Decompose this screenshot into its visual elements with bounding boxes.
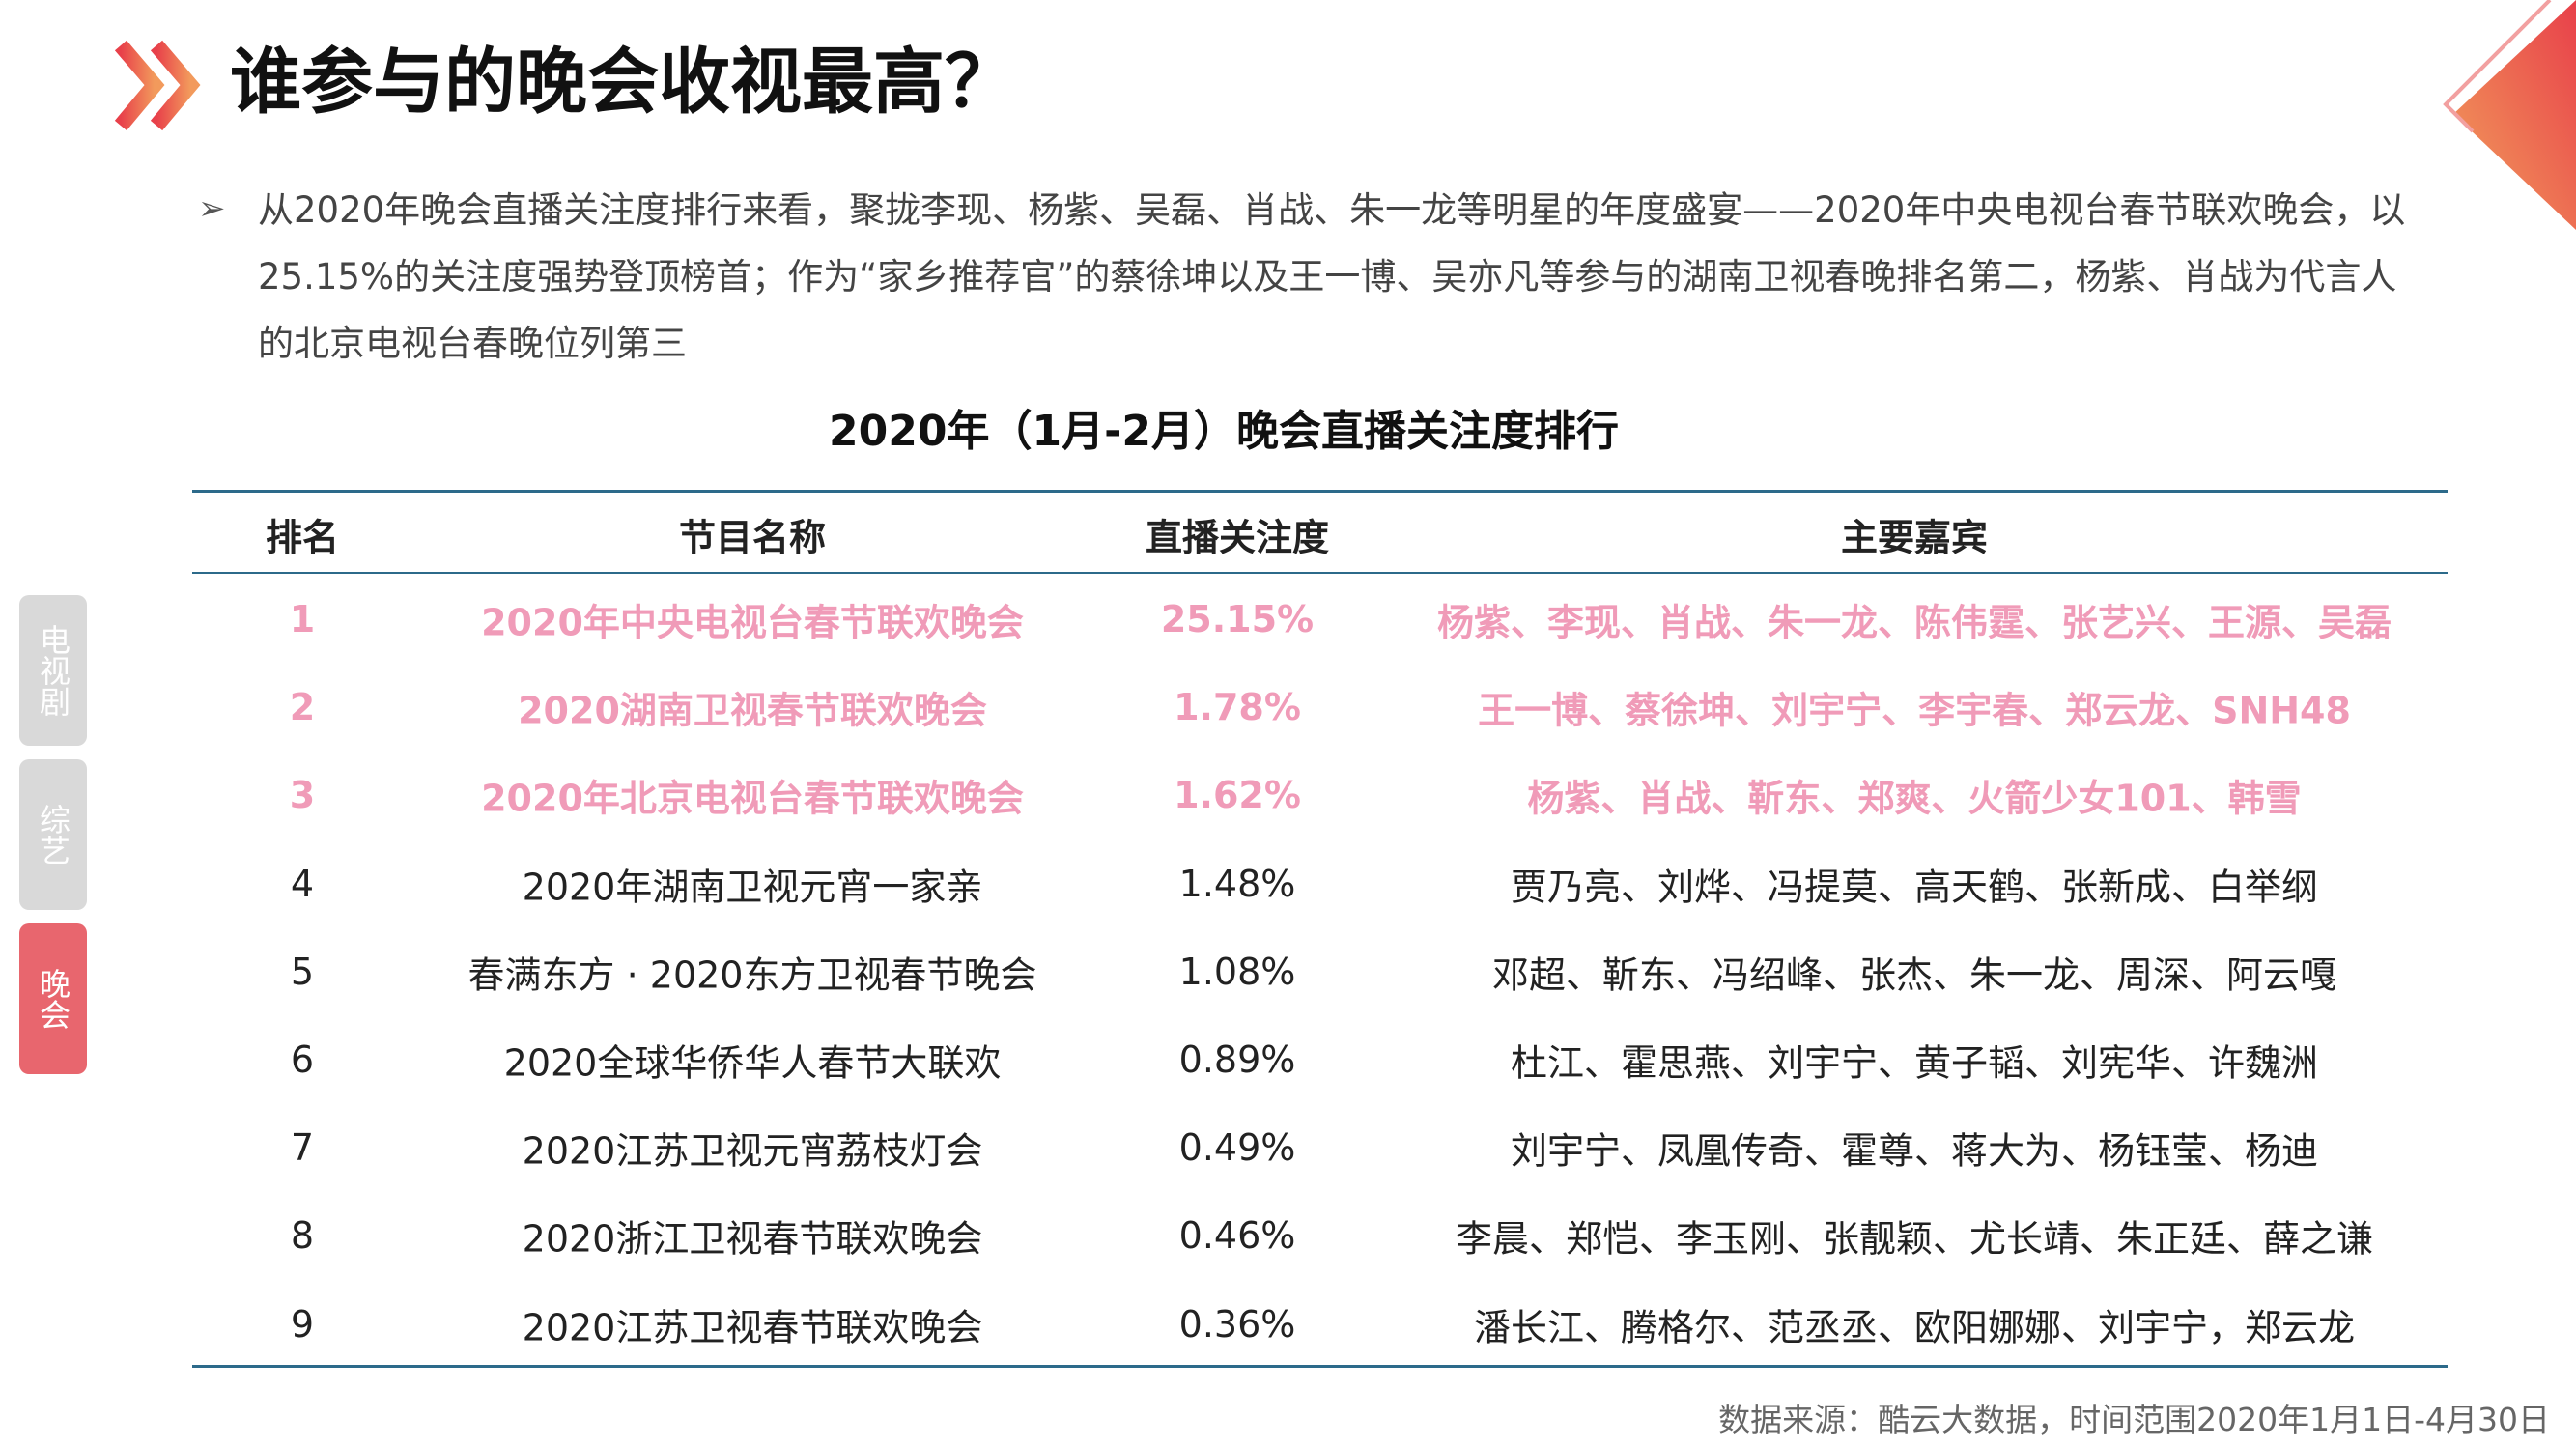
table-cell: 潘长江、腾格尔、范丞丞、欧阳娜娜、刘宇宁，郑云龙 — [1473, 1306, 2356, 1350]
table-cell: 1 — [289, 598, 316, 640]
column-header: 节目名称 — [678, 516, 827, 559]
table-cell: 2020浙江卫视春节联欢晚会 — [522, 1217, 983, 1261]
table-cell: 0.36% — [1178, 1302, 1296, 1346]
table-cell: 2020江苏卫视元宵荔枝灯会 — [522, 1129, 983, 1173]
column-header: 主要嘉宾 — [1840, 516, 1989, 559]
table-cell: 王一博、蔡徐坤、刘宇宁、李宇春、郑云龙、SNH48 — [1478, 689, 2351, 732]
table-rule — [192, 572, 2448, 574]
table-cell: 1.08% — [1178, 950, 1296, 993]
table-rule — [192, 1365, 2448, 1368]
table-rule — [192, 490, 2448, 493]
table-cell: 4 — [290, 862, 315, 905]
table-cell: 0.49% — [1178, 1126, 1296, 1170]
table-cell: 6 — [290, 1038, 315, 1081]
table-cell: 5 — [290, 950, 315, 993]
table-cell: 0.89% — [1178, 1038, 1296, 1081]
table-cell: 3 — [289, 774, 316, 817]
chevron — [114, 40, 165, 131]
side-tab[interactable]: 晚会 — [19, 923, 87, 1074]
table-cell: 25.15% — [1160, 598, 1315, 640]
side-tab[interactable]: 电视剧 — [19, 595, 87, 746]
table-cell: 2 — [289, 686, 316, 729]
table-cell: 2020全球华侨华人春节大联欢 — [503, 1041, 1002, 1085]
table-cell: 刘宇宁、凤凰传奇、霍尊、蒋大为、杨钰莹、杨迪 — [1510, 1129, 2319, 1173]
table-cell: 9 — [290, 1302, 315, 1346]
table-cell: 2020年湖南卫视元宵一家亲 — [522, 866, 983, 909]
table-cell: 杨紫、李现、肖战、朱一龙、陈伟霆、张艺兴、王源、吴磊 — [1436, 601, 2392, 644]
corner-shape — [2453, 0, 2576, 230]
table-title: 2020年（1月-2月）晚会直播关注度排行 — [829, 407, 1619, 456]
bullet-icon: ➢ — [198, 189, 226, 228]
column-header: 直播关注度 — [1145, 516, 1330, 559]
table-cell: 1.48% — [1178, 862, 1296, 905]
table-cell: 0.46% — [1178, 1214, 1296, 1258]
table-cell: 2020湖南卫视春节联欢晚会 — [518, 689, 987, 732]
column-header: 排名 — [265, 516, 340, 559]
summary: 从2020年晚会直播关注度排行来看，聚拢李现、杨紫、吴磊、肖战、朱一龙等明星的年… — [258, 189, 2406, 364]
side-tab[interactable]: 综艺 — [19, 759, 87, 910]
table-cell: 春满东方 · 2020东方卫视春节晚会 — [467, 953, 1037, 997]
table-cell: 杨紫、肖战、靳东、郑爽、火箭少女101、韩雪 — [1527, 777, 2302, 820]
title: 谁参与的晚会收视最高？ — [230, 41, 1016, 124]
table-cell: 2020年中央电视台春节联欢晚会 — [481, 601, 1024, 644]
table-cell: 邓超、靳东、冯绍峰、张杰、朱一龙、周深、阿云嘎 — [1491, 953, 2337, 997]
table-cell: 2020年北京电视台春节联欢晚会 — [481, 777, 1024, 820]
chevron — [150, 40, 201, 131]
table-cell: 贾乃亮、刘烨、冯提莫、高天鹤、张新成、白举纲 — [1510, 866, 2319, 909]
source: 数据来源：酷云大数据，时间范围2020年1月1日-4月30日 — [1718, 1401, 2550, 1438]
table-cell: 8 — [290, 1214, 315, 1258]
table-cell: 7 — [290, 1126, 315, 1170]
table-cell: 1.62% — [1174, 774, 1301, 817]
table-cell: 2020江苏卫视春节联欢晚会 — [522, 1306, 983, 1350]
table-cell: 杜江、霍思燕、刘宇宁、黄子韬、刘宪华、许魏洲 — [1510, 1041, 2319, 1085]
table-cell: 1.78% — [1174, 686, 1301, 729]
corner-line — [2443, 0, 2552, 133]
table-cell: 李晨、郑恺、李玉刚、张靓颖、尤长靖、朱正廷、薛之谦 — [1455, 1217, 2374, 1261]
